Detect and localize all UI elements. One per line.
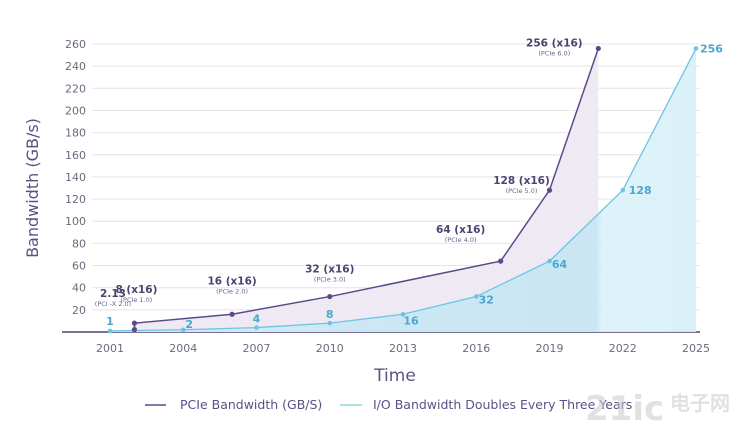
y-tick-label: 160 xyxy=(65,149,86,162)
io-point-label: 4 xyxy=(253,313,261,326)
y-tick-label: 220 xyxy=(65,82,86,95)
data-labels: 2.13(PCI -X 2.0) 8 (x16)(PCIe 1.0) 16 (x16… xyxy=(95,37,724,330)
io-area-fill xyxy=(110,48,696,332)
io-point-label: 1 xyxy=(106,315,114,328)
io-point-label: 16 xyxy=(403,314,419,327)
pcie-point-label: 32 (x16) xyxy=(305,264,354,276)
pcie-point-label: 8 (x16) xyxy=(115,284,157,296)
pcie-point-label: 2.13 xyxy=(100,288,126,300)
x-tick-label: 2013 xyxy=(389,342,417,355)
x-tick-label: 2022 xyxy=(609,342,637,355)
pcie-point xyxy=(595,45,601,52)
io-point xyxy=(547,258,552,264)
pcie-point-sublabel: (PCIe 4.0) xyxy=(445,236,477,244)
pcie-point xyxy=(327,293,333,300)
y-tick-label: 60 xyxy=(72,260,86,273)
pcie-point xyxy=(229,311,235,317)
y-tick-label: 120 xyxy=(65,193,86,206)
axis-ticks: 20 40 60 80 100 120 140 160 180 200 220 240 260 2001 2… xyxy=(65,38,710,355)
io-point xyxy=(180,327,186,333)
pcie-point-label: 256 (x16) xyxy=(526,37,583,49)
watermark-logo: 21ic 电子网 xyxy=(585,389,730,429)
x-tick-label: 2016 xyxy=(462,342,490,355)
x-tick-label: 2025 xyxy=(682,342,710,355)
watermark-text: 21ic xyxy=(585,389,664,429)
x-tick-label: 2004 xyxy=(169,342,197,355)
y-tick-label: 260 xyxy=(65,38,86,51)
io-point xyxy=(254,325,259,330)
io-point-label: 8 xyxy=(326,308,334,321)
pcie-point-sublabel: (PCIe 5.0) xyxy=(506,187,538,195)
x-tick-label: 2010 xyxy=(316,342,344,355)
pcie-point-label: 128 (x16) xyxy=(493,175,550,187)
pcie-point xyxy=(131,327,138,333)
io-point-label: 64 xyxy=(552,258,568,271)
y-tick-label: 20 xyxy=(72,304,86,317)
y-tick-label: 180 xyxy=(65,127,86,140)
x-tick-label: 2019 xyxy=(536,342,564,355)
y-axis-label: Bandwidth (GB/s) xyxy=(23,118,42,258)
pcie-point xyxy=(498,258,504,264)
pcie-point xyxy=(131,320,138,326)
pcie-point-sublabel: (PCI -X 2.0) xyxy=(95,300,131,308)
legend-label-io: I/O Bandwidth Doubles Every Three Years xyxy=(373,397,632,412)
area-fills xyxy=(110,48,696,332)
pcie-point-label: 64 (x16) xyxy=(436,224,485,236)
pcie-point xyxy=(546,187,553,193)
y-tick-label: 80 xyxy=(72,237,86,250)
io-point xyxy=(400,311,406,317)
legend-label-pcie: PCIe Bandwidth (GB/S) xyxy=(180,397,322,412)
io-point xyxy=(473,294,479,299)
pcie-point-sublabel: (PCIe 6.0) xyxy=(538,49,570,57)
io-point-label: 128 xyxy=(629,184,652,197)
x-axis-label: Time xyxy=(373,366,416,386)
io-point xyxy=(327,320,333,326)
x-tick-label: 2007 xyxy=(243,342,271,355)
y-tick-label: 40 xyxy=(72,282,86,295)
io-point xyxy=(693,46,699,51)
y-tick-label: 240 xyxy=(65,60,86,73)
x-tick-label: 2001 xyxy=(96,342,124,355)
io-point-label: 32 xyxy=(479,294,494,307)
io-point-label: 2 xyxy=(185,318,193,331)
y-tick-label: 140 xyxy=(65,171,86,184)
io-point xyxy=(107,328,113,334)
legend: PCIe Bandwidth (GB/S) I/O Bandwidth Doub… xyxy=(145,397,632,412)
watermark-text-cn: 电子网 xyxy=(670,391,730,415)
series-lines xyxy=(107,45,699,334)
y-tick-label: 100 xyxy=(65,215,86,228)
pcie-point-label: 16 (x16) xyxy=(207,275,256,287)
io-point xyxy=(620,187,626,193)
y-tick-label: 200 xyxy=(65,104,86,117)
pcie-point-sublabel: (PCIe 1.0) xyxy=(120,296,152,304)
pcie-point-sublabel: (PCIe 2.0) xyxy=(216,287,248,295)
io-point-label: 256 xyxy=(700,42,723,55)
pcie-point-sublabel: (PCIe 3.0) xyxy=(314,276,346,284)
